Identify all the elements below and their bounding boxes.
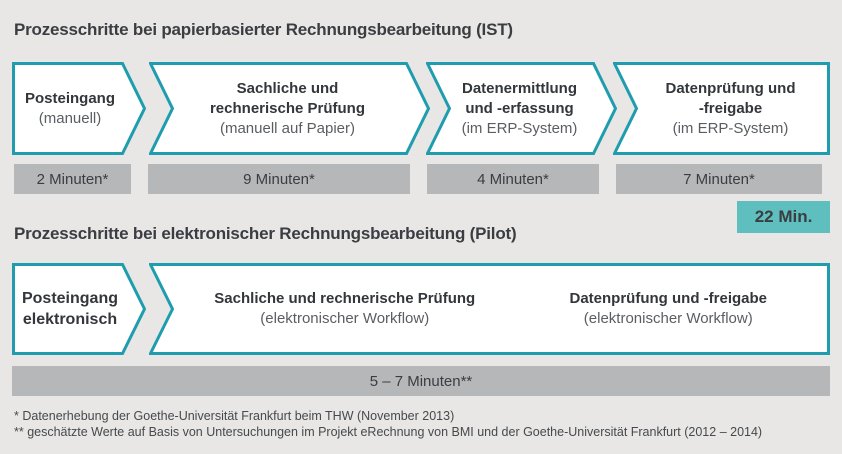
arrow-shape: [12, 62, 146, 155]
step-title: Sachliche und rechnerische Prüfung: [209, 79, 366, 117]
arrow-shape: [613, 62, 830, 155]
process-step-sachliche-pruefung: Sachliche und rechnerische Prüfung (manu…: [149, 62, 430, 155]
section-title-ist: Prozesschritte bei papierbasierter Rechn…: [14, 20, 513, 39]
step-subtitle: (im ERP-System): [461, 119, 578, 137]
step-title: Posteingang: [24, 89, 115, 107]
step-subtitle: (elektronischer Workflow): [583, 310, 753, 327]
duration-bar-posteingang: 2 Minuten*: [14, 164, 131, 194]
workflow-step-sachliche-pruefung: Sachliche und rechnerische Prüfung (elek…: [183, 289, 507, 329]
workflow-step-datenpruefung: Datenprüfung und -freigabe (elektronisch…: [507, 289, 831, 329]
footnotes: * Datenerhebung der Goethe-Universität F…: [14, 408, 762, 440]
step-subtitle: (manuell auf Papier): [219, 119, 356, 137]
arrow-shape: [12, 263, 146, 355]
arrow-shape: [149, 263, 830, 355]
section-title-pilot: Prozesschritte bei elektronischer Rechnu…: [14, 224, 517, 243]
step-subtitle: (im ERP-System): [672, 119, 789, 137]
footnote-2: ** geschätzte Werte auf Basis von Unters…: [14, 425, 763, 439]
process-step-datenermittlung: Datenermittlung und -erfassung (im ERP-S…: [426, 62, 617, 155]
process-step-datenpruefung: Datenprüfung und -freigabe (im ERP-Syste…: [613, 62, 830, 155]
duration-bar-sachliche-pruefung: 9 Minuten*: [148, 164, 410, 194]
step-title: Datenermittlung und -erfassung: [461, 79, 577, 117]
step-subtitle: (elektronischer Workflow): [260, 310, 430, 327]
total-duration-badge: 22 Min.: [737, 201, 830, 233]
step-title: Datenprüfung und -freigabe: [665, 79, 796, 117]
footnote-1: * Datenerhebung der Goethe-Universität F…: [14, 409, 455, 423]
duration-bar-pilot: 5 – 7 Minuten**: [12, 366, 830, 396]
duration-bar-datenpruefung: 7 Minuten*: [616, 164, 822, 194]
arrow-shape: [149, 62, 430, 155]
step-title: Sachliche und rechnerische Prüfung: [214, 290, 476, 307]
step-title: Datenprüfung und -freigabe: [569, 290, 768, 307]
step-title-line2: elektronisch: [22, 311, 118, 328]
step-title-line1: Posteingang: [21, 290, 118, 307]
process-step-posteingang-elektronisch: Posteingang elektronisch: [12, 263, 146, 355]
process-step-posteingang-manuell: Posteingang (manuell): [12, 62, 146, 155]
duration-bar-datenermittlung: 4 Minuten*: [427, 164, 599, 194]
step-subtitle: (manuell): [38, 109, 102, 127]
arrow-shape: [426, 62, 617, 155]
process-step-electronic-workflow: Sachliche und rechnerische Prüfung (elek…: [149, 263, 830, 355]
